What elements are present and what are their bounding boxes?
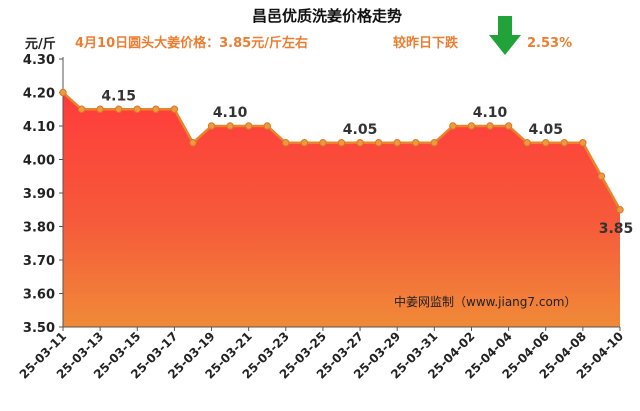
plot-area: [63, 92, 620, 327]
data-point: [467, 122, 476, 130]
y-tick-label: 3.70: [23, 254, 55, 269]
price-note: 4月10日圆头大姜价格：3.85元/斤左右: [75, 35, 308, 51]
data-point: [319, 139, 327, 147]
data-point: [616, 206, 624, 214]
y-tick-label: 4.20: [23, 87, 55, 102]
y-tick-label: 3.80: [23, 221, 55, 236]
data-point: [282, 139, 290, 147]
data-point: [523, 139, 531, 147]
data-label: 4.10: [213, 105, 248, 121]
data-point: [337, 139, 346, 147]
watermark: 中姜网监制（www.jiang7.com）: [394, 294, 576, 309]
chart-title: 昌邑优质洗姜价格走势: [252, 7, 402, 25]
data-label: 4.05: [343, 122, 378, 138]
change-percent: 2.53%: [527, 36, 572, 51]
data-point: [430, 139, 439, 147]
y-axis-unit: 元/斤: [25, 36, 56, 52]
data-label: 4.15: [101, 88, 136, 104]
y-tick-label: 4.30: [23, 53, 55, 68]
data-point: [597, 172, 606, 180]
data-label: 4.05: [528, 122, 563, 138]
data-point: [263, 122, 271, 130]
y-tick-label: 3.60: [23, 288, 55, 303]
data-label: 4.10: [473, 105, 508, 121]
data-point: [152, 105, 160, 113]
data-point: [59, 88, 67, 97]
down-arrow-icon: [489, 16, 521, 55]
data-point: [189, 139, 197, 147]
y-tick-label: 4.10: [23, 120, 55, 135]
data-labels: 4.15 4.10 4.05 4.10 4.05 3.85: [101, 88, 633, 237]
data-point: [393, 139, 401, 147]
data-point: [504, 122, 513, 130]
data-point: [374, 139, 383, 147]
data-point: [96, 105, 104, 113]
series-area: [63, 92, 620, 327]
change-text: 较昨日下跌: [393, 35, 459, 51]
data-point: [486, 122, 494, 130]
data-point: [449, 122, 457, 130]
data-point: [115, 105, 123, 113]
data-point: [244, 122, 253, 130]
data-point: [226, 122, 234, 130]
data-point: [356, 139, 364, 147]
data-point: [77, 105, 86, 113]
y-tick-label: 3.90: [23, 187, 55, 202]
data-point: [133, 105, 141, 113]
y-tick-label: 4.00: [23, 154, 55, 169]
y-tick-label: 3.50: [23, 321, 55, 336]
data-point: [300, 139, 309, 147]
series-marks: [59, 88, 624, 214]
data-point: [579, 139, 587, 147]
data-point: [560, 139, 568, 147]
data-point: [170, 105, 179, 113]
data-point: [412, 139, 420, 147]
data-point: [542, 139, 550, 147]
data-point: [207, 122, 216, 130]
data-label: 3.85: [599, 221, 634, 237]
